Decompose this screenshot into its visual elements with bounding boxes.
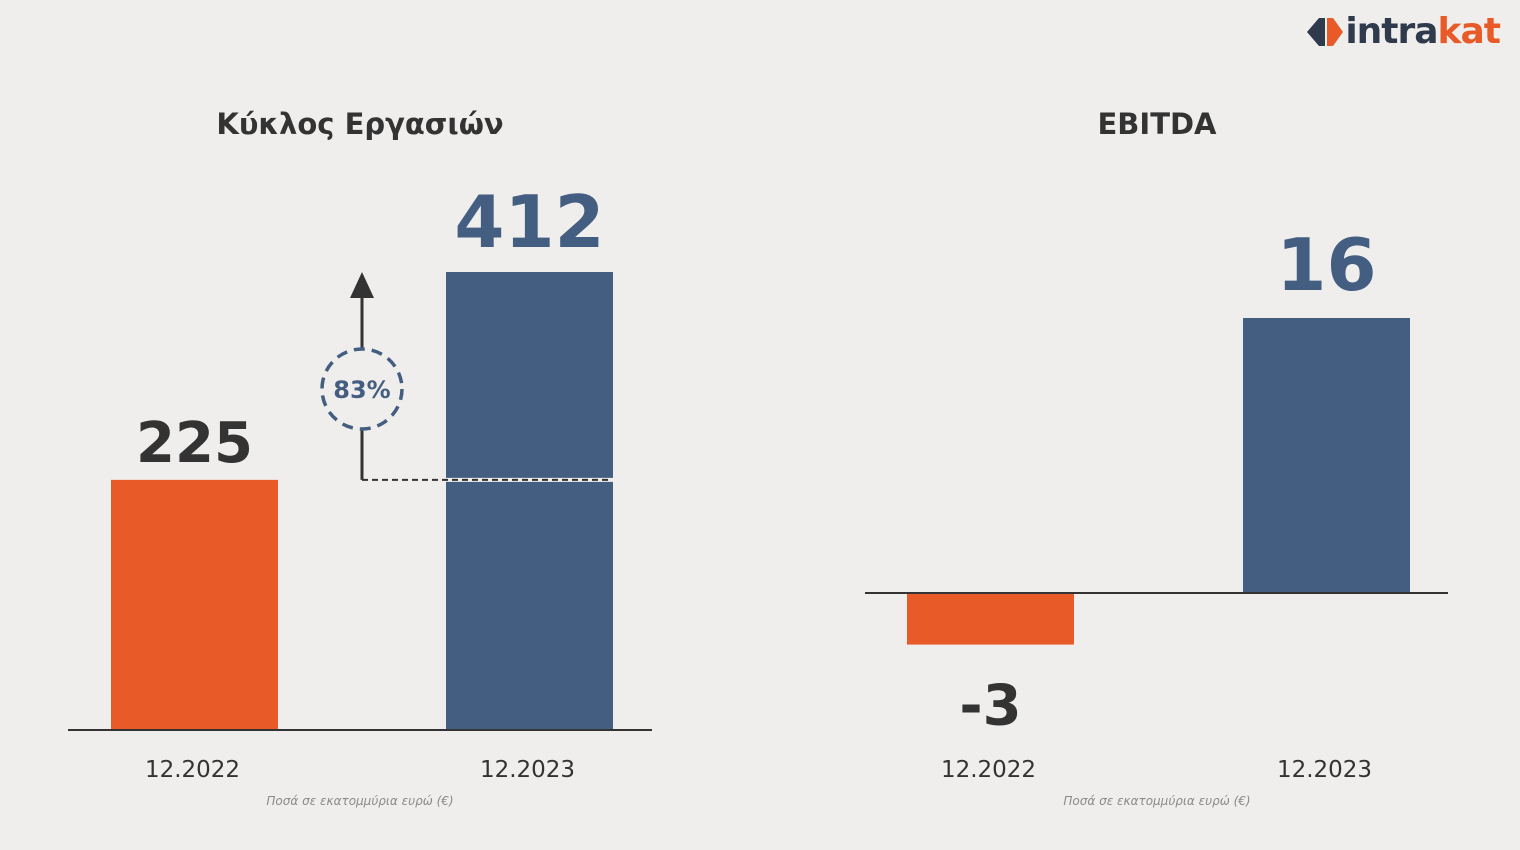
ebitda-chart: EBITDA -3 12.2022 16 12.2023 Ποσά σε εκατομ…: [865, 107, 1448, 808]
growth-annotation: 83%: [320, 272, 612, 481]
brand-logo: intrakat: [1305, 11, 1501, 52]
revenue-chart-title: Κύκλος Εργασιών: [216, 107, 503, 141]
revenue-bar-12.2022: [111, 479, 278, 730]
revenue-chart: Κύκλος Εργασιών 83% 225 12.2022 412 12.2023…: [68, 107, 652, 808]
growth-badge-circle: [320, 347, 404, 431]
revenue-value-label-12.2023: 412: [454, 180, 604, 264]
brand-name-part1: intra: [1345, 11, 1438, 52]
revenue-value-label-12.2022: 225: [136, 411, 253, 476]
revenue-category-label-12.2023: 12.2023: [480, 757, 575, 783]
ebitda-chart-title: EBITDA: [1097, 107, 1217, 141]
revenue-category-label-12.2022: 12.2022: [145, 757, 240, 783]
revenue-footnote: Ποσά σε εκατομμύρια ευρώ (€): [266, 794, 453, 808]
ebitda-bar-12.2023: [1243, 318, 1410, 593]
ebitda-value-label-12.2022: -3: [959, 674, 1021, 739]
growth-percent-label: 83%: [333, 376, 390, 404]
ebitda-bar-12.2022: [907, 593, 1074, 645]
ebitda-category-label-12.2023: 12.2023: [1277, 757, 1372, 783]
ebitda-category-label-12.2022: 12.2022: [941, 757, 1036, 783]
ebitda-value-label-12.2023: 16: [1276, 223, 1376, 307]
revenue-bar-12.2023: [446, 272, 613, 730]
brand-name: intrakat: [1345, 11, 1501, 52]
intrakat-logo-mark: [1307, 18, 1344, 46]
brand-name-part2: kat: [1437, 11, 1501, 52]
growth-arrow-head-icon: [350, 272, 374, 298]
ebitda-footnote: Ποσά σε εκατομμύρια ευρώ (€): [1063, 794, 1250, 808]
